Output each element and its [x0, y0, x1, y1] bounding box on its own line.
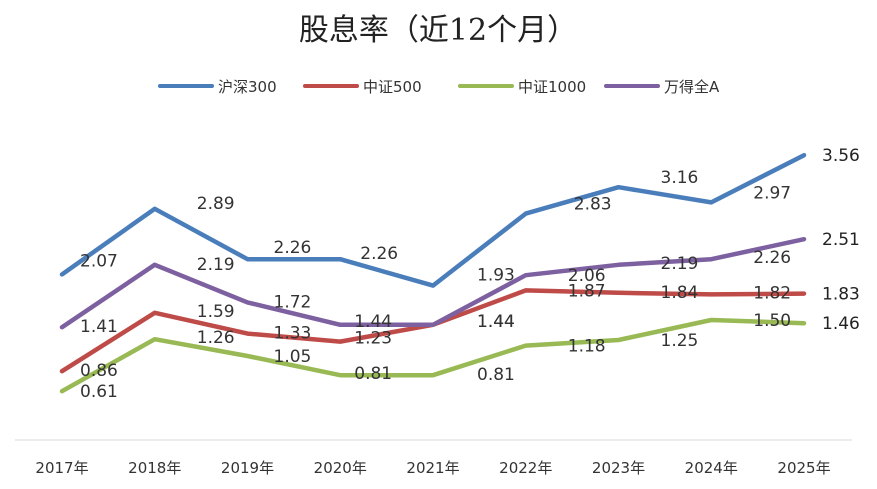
data-label-s3-p3: 1.05 [274, 347, 312, 367]
x-axis-ticks: 2017年 2018年 2019年 2020年 2021年 2022年 2023年 2024年… [35, 459, 830, 477]
data-label-s3-p4: 0.81 [354, 364, 392, 384]
data-label-s4-p6: 2.06 [568, 266, 606, 286]
data-label-s1-p7: 3.16 [661, 168, 699, 188]
data-label-s1-p2: 2.89 [197, 194, 235, 214]
data-label-s1-p6: 2.83 [574, 195, 612, 215]
data-label-s2-p6: 1.87 [568, 281, 606, 301]
data-label-s3-p7: 1.25 [661, 331, 699, 351]
data-label-s4-p5: 1.44 [477, 312, 515, 332]
data-label-s3-p9: 1.46 [822, 314, 860, 334]
x-tick-label-4: 2020年 [314, 459, 367, 477]
legend-label-1: 沪深300 [218, 78, 277, 96]
data-label-s4-p9: 2.51 [822, 230, 860, 250]
x-tick-label-1: 2017年 [35, 459, 88, 477]
x-tick-label-9: 2025年 [777, 459, 830, 477]
data-label-s3-p6: 1.18 [568, 337, 606, 357]
data-label-s4-p2: 2.19 [197, 255, 235, 275]
legend-label-4: 万得全A [664, 78, 720, 96]
x-tick-label-7: 2023年 [592, 459, 645, 477]
data-label-s1-p5: 1.93 [477, 266, 515, 286]
data-label-s1-p9: 3.56 [822, 146, 860, 166]
legend: 沪深300 中证500 中证1000 万得全A [158, 78, 720, 96]
x-tick-label-3: 2019年 [221, 459, 274, 477]
data-label-s3-p1: 0.61 [80, 382, 118, 402]
data-label-s4-p1: 1.41 [80, 317, 118, 337]
data-label-s4-p7: 2.19 [661, 254, 699, 274]
x-tick-label-5: 2021年 [406, 459, 459, 477]
data-label-s3-p2: 1.26 [197, 328, 235, 348]
data-label-s4-p8: 2.26 [753, 248, 791, 268]
data-label-s3-p8: 1.50 [753, 311, 791, 331]
legend-label-2: 中证500 [363, 78, 422, 96]
data-label-s2-p4: 1.23 [354, 329, 392, 349]
data-label-s2-p5: 1.44 [477, 312, 515, 332]
data-label-s1-p8: 2.97 [753, 183, 791, 203]
legend-label-3: 中证1000 [518, 78, 586, 96]
x-tick-label-6: 2022年 [499, 459, 552, 477]
data-label-s2-p8: 1.82 [753, 283, 791, 303]
data-label-s2-p7: 1.84 [661, 283, 699, 303]
data-label-s1-p1: 2.07 [80, 251, 118, 271]
data-label-s2-p3: 1.33 [274, 324, 312, 344]
data-label-s3-p5: 0.81 [477, 365, 515, 385]
data-label-s4-p3: 1.72 [274, 292, 312, 312]
data-label-s2-p2: 1.59 [197, 302, 235, 322]
data-label-s2-p9: 1.83 [822, 285, 860, 305]
x-tick-label-8: 2024年 [685, 459, 738, 477]
chart-title: 股息率（近12个月） [299, 13, 577, 48]
data-label-s1-p4: 2.26 [360, 244, 398, 264]
data-label-s1-p3: 2.26 [274, 238, 312, 258]
x-tick-label-2: 2018年 [128, 459, 181, 477]
data-label-s4-p4: 1.44 [354, 312, 392, 332]
plot-area: 2.07 2.89 2.26 2.26 1.93 2.83 3.16 2.97 3.56 0.86… [59, 146, 860, 402]
data-label-s2-p1: 0.86 [80, 361, 118, 381]
